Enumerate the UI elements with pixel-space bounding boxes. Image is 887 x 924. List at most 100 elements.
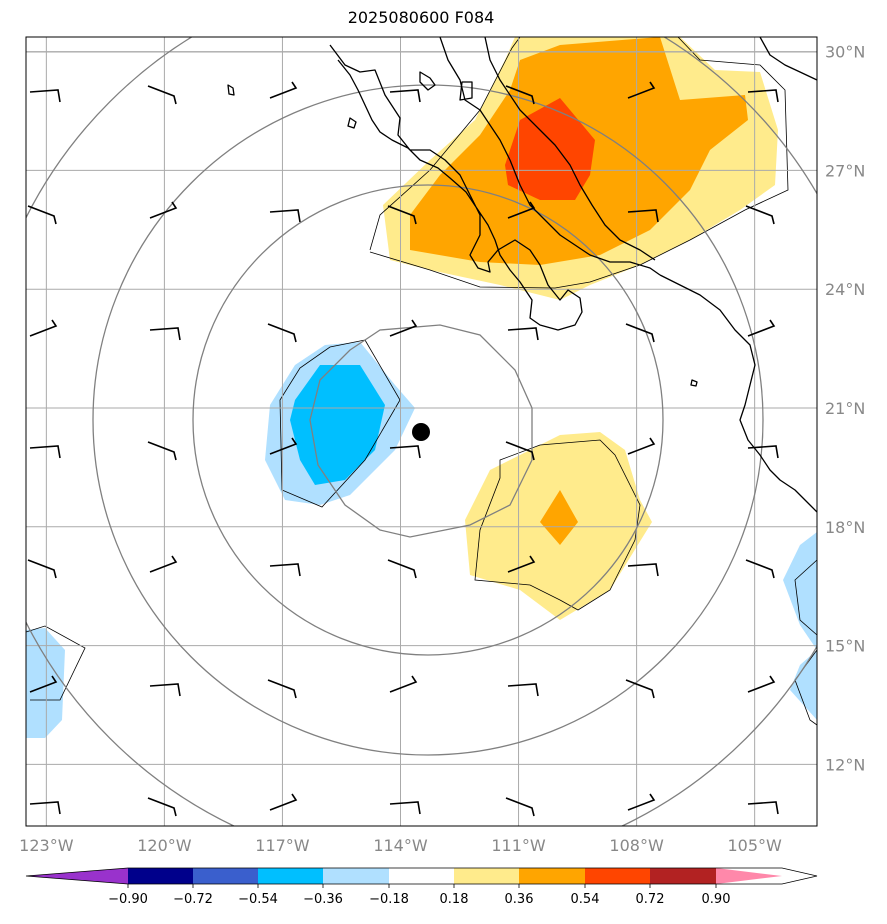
wind-barb: [505, 797, 535, 817]
latitude-label: 30°N: [825, 43, 865, 62]
shaded-field-northeast: [383, 37, 778, 300]
colorbar-tick-label: 0.54: [571, 892, 600, 907]
latitude-label: 18°N: [825, 518, 865, 537]
wind-barb: [389, 89, 421, 103]
colorbar-tick-label: 0.18: [440, 892, 469, 907]
colorbar-segment: [389, 868, 454, 884]
colorbar-segment: [585, 868, 650, 884]
latitude-label: 24°N: [825, 280, 865, 299]
wind-barb: [389, 445, 421, 459]
longitude-label: 108°W: [609, 836, 664, 855]
shaded-field-edges: [26, 532, 817, 738]
colorbar-segment: [519, 868, 585, 884]
wind-barb: [627, 793, 656, 811]
wind-barb: [27, 205, 57, 225]
wind-barb: [269, 563, 301, 577]
coastlines: [227, 37, 817, 513]
range-rings: [26, 37, 817, 826]
latitude-label: 21°N: [825, 399, 865, 418]
wind-barb: [149, 201, 178, 219]
wind-barb: [27, 559, 57, 579]
longitude-label: 105°W: [727, 836, 782, 855]
wind-barb: [747, 445, 779, 459]
longitude-labels: 123°W 120°W 117°W 114°W 111°W 108°W 105°W: [19, 836, 782, 855]
latitude-label: 12°N: [825, 755, 865, 774]
wind-barb: [269, 437, 298, 455]
colorbar-segment: [716, 868, 782, 884]
wind-barb: [267, 323, 297, 343]
wind-barb: [505, 85, 535, 105]
wind-barb: [505, 441, 535, 461]
shaded-field-west: [265, 342, 415, 505]
wind-barb: [149, 683, 181, 697]
map-plot-area: [26, 37, 817, 826]
wind-barb: [267, 679, 297, 699]
wind-barb: [627, 437, 656, 455]
wind-barb: [507, 327, 539, 341]
colorbar-segment: [128, 868, 193, 884]
wind-barb: [627, 81, 656, 99]
wind-barb: [269, 209, 301, 223]
colorbar-tick-label: −0.36: [303, 892, 343, 907]
colorbar-tick-label: 0.36: [505, 892, 534, 907]
colorbar-segment: [454, 868, 519, 884]
longitude-label: 111°W: [491, 836, 546, 855]
wind-barb: [29, 89, 61, 103]
map-title: 2025080600 F084: [347, 8, 495, 27]
wind-barb: [389, 801, 421, 815]
longitude-label: 120°W: [137, 836, 192, 855]
wind-barb: [507, 683, 539, 697]
wind-barb: [269, 793, 298, 811]
wind-barb: [627, 209, 659, 223]
map-frame: [25, 36, 818, 827]
colorbar-segment: [193, 868, 258, 884]
colorbar-tick-label: −0.72: [173, 892, 213, 907]
colorbar-segment: [650, 868, 716, 884]
wind-barb: [625, 679, 655, 699]
latitude-labels: 30°N 27°N 24°N 21°N 18°N 15°N 12°N: [825, 43, 865, 775]
wind-barb: [149, 327, 181, 341]
wind-barbs: [27, 81, 779, 817]
wind-barb: [747, 801, 779, 815]
colorbar-tick-label: 0.72: [636, 892, 665, 907]
wind-barb: [149, 555, 178, 573]
colorbar-segment: [323, 868, 389, 884]
colorbar-tick-label: −0.90: [108, 892, 148, 907]
wind-barb: [387, 205, 417, 225]
storm-center-marker: [412, 423, 430, 441]
latitude-label: 27°N: [825, 161, 865, 180]
wind-barb: [745, 205, 775, 225]
colorbar: −0.90 −0.72 −0.54 −0.36 −0.18 0.18 0.36 0.54 0.7…: [25, 867, 818, 907]
wind-barb: [507, 201, 536, 219]
wind-barb: [389, 319, 418, 337]
wind-barb: [625, 323, 655, 343]
wind-barb: [387, 559, 417, 579]
wind-barb: [747, 89, 779, 103]
wind-barb: [29, 319, 58, 337]
wind-barb: [147, 85, 177, 105]
colorbar-tick-label: 0.90: [702, 892, 731, 907]
wind-barb: [627, 563, 659, 577]
wind-barb: [269, 81, 298, 99]
colorbar-segment: [26, 868, 128, 884]
wind-barb: [745, 559, 775, 579]
wind-barb: [389, 675, 418, 693]
wind-barb: [29, 801, 61, 815]
wind-barb: [29, 675, 58, 693]
latitude-label: 15°N: [825, 637, 865, 656]
colorbar-tick-label: −0.18: [369, 892, 409, 907]
gridlines: [26, 37, 817, 826]
shaded-field-southeast: [465, 432, 652, 620]
longitude-label: 117°W: [255, 836, 310, 855]
wind-barb: [147, 441, 177, 461]
wind-barb: [147, 797, 177, 817]
wind-barb: [507, 555, 536, 573]
wind-barb: [747, 319, 776, 337]
wind-barb: [29, 445, 61, 459]
longitude-label: 123°W: [19, 836, 74, 855]
colorbar-segment: [258, 868, 323, 884]
colorbar-tick-label: −0.54: [238, 892, 278, 907]
longitude-label: 114°W: [373, 836, 428, 855]
wind-barb: [747, 675, 776, 693]
